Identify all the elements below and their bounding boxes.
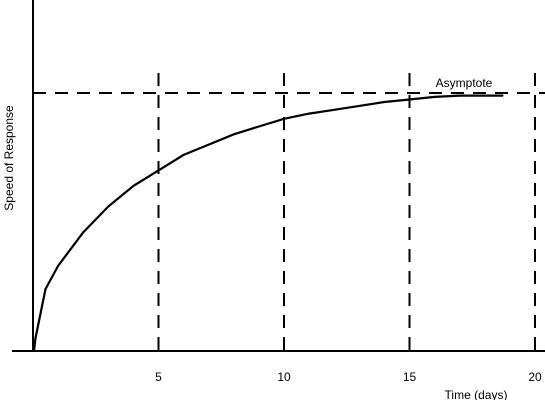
x-axis-label: Time (days) <box>445 388 508 400</box>
learning-curve-line <box>32 94 504 353</box>
x-tick-label-5: 5 <box>155 370 162 384</box>
asymptote-label: Asymptote <box>436 76 493 90</box>
curve-layer <box>32 94 504 353</box>
y-axis-label: Speed of Response <box>2 105 16 211</box>
x-tick-label-10: 10 <box>277 370 291 384</box>
tick-label-layer: 5 10 15 20 <box>155 370 542 384</box>
x-tick-label-15: 15 <box>403 370 417 384</box>
x-tick-label-20: 20 <box>528 370 542 384</box>
grid-layer <box>33 73 545 351</box>
